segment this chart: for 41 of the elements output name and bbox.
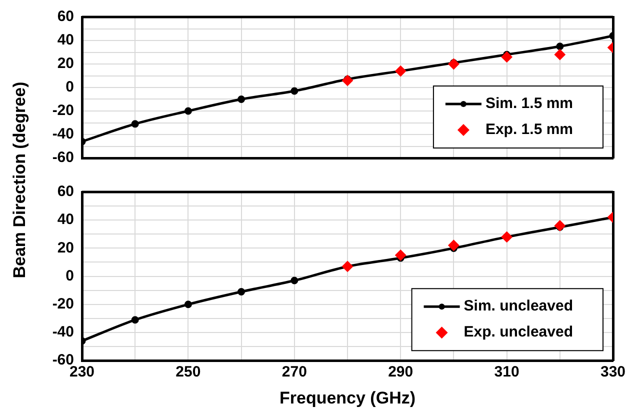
point: [554, 220, 566, 232]
legend-label: Exp. uncleaved: [464, 324, 574, 341]
y-tick-label: -60: [52, 149, 74, 166]
y-tick-label: 40: [57, 32, 74, 49]
point: [238, 288, 246, 296]
point: [131, 120, 139, 128]
y-tick-label: 20: [57, 55, 74, 72]
y-tick-label: -20: [52, 102, 74, 120]
y-tick-label: -20: [52, 296, 74, 313]
y-tick-label: 20: [57, 239, 74, 256]
legend-label: Sim. 1.5 mm: [485, 95, 574, 112]
point: [554, 49, 566, 60]
point: [184, 107, 192, 115]
y-axis-title: Beam Direction (degree): [10, 82, 30, 278]
x-tick-label: 330: [600, 364, 626, 381]
y-tick-label: 0: [66, 78, 74, 96]
legend-label: Exp. 1.5 mm: [485, 121, 574, 138]
point: [395, 250, 406, 261]
x-tick-label: 230: [69, 364, 95, 381]
point: [131, 316, 139, 324]
y-tick-label: 40: [57, 211, 74, 228]
x-tick-label: 290: [388, 364, 414, 381]
y-tick-label: 0: [66, 267, 74, 284]
point: [238, 96, 246, 103]
point: [184, 300, 192, 308]
point: [342, 74, 353, 86]
point: [290, 87, 298, 95]
x-tick-label: 270: [282, 364, 307, 381]
legend-label: Sim. uncleaved: [464, 298, 574, 315]
point: [556, 42, 564, 50]
x-tick-label: 310: [494, 364, 520, 381]
point: [501, 51, 512, 62]
y-tick-label: 60: [57, 183, 74, 200]
y-tick-label: -40: [52, 126, 74, 143]
point: [448, 240, 460, 251]
point: [448, 58, 460, 70]
x-axis-title: Frequency (GHz): [279, 388, 416, 408]
y-tick-label: -40: [52, 324, 74, 341]
point: [290, 276, 298, 284]
x-tick-label: 250: [176, 364, 201, 381]
y-tick-label: 60: [57, 8, 74, 26]
